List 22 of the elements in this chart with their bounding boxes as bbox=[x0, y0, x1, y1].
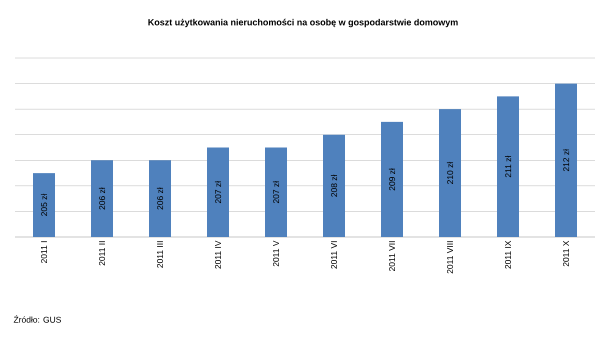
x-tick-label: 2011 VII bbox=[389, 241, 395, 272]
x-tick-label: 2011 V bbox=[273, 240, 279, 266]
data-label: 207 zł bbox=[272, 181, 280, 204]
x-tick-label: 2011 I bbox=[41, 241, 47, 264]
x-tick-label: 2011 IX bbox=[505, 240, 511, 269]
text: Źródło: GUS bbox=[14, 315, 61, 323]
x-tick-label: 2011 II bbox=[99, 241, 105, 266]
data-label: 210 zł bbox=[446, 162, 454, 184]
x-tick-label: 2011 X bbox=[563, 240, 569, 266]
x-tick-label: 2011 III bbox=[157, 241, 163, 268]
data-label: 209 zł bbox=[388, 168, 396, 190]
data-label: 206 zł bbox=[156, 187, 164, 210]
data-label: 207 zł bbox=[214, 181, 222, 204]
x-tick-label: 2011 VI bbox=[331, 241, 337, 269]
x-tick-label: 2011 IV bbox=[215, 240, 221, 269]
data-label: 212 zł bbox=[562, 149, 570, 172]
data-label: 208 zł bbox=[330, 174, 338, 197]
data-label: 211 zł bbox=[504, 156, 512, 178]
data-label: 206 zł bbox=[98, 187, 106, 210]
x-tick-label: 2011 VIII bbox=[447, 241, 453, 274]
chart-title: Koszt użytkowania nieruchomości na osobę w gospodarstwie domowym bbox=[148, 18, 458, 28]
data-label: 205 zł bbox=[40, 194, 48, 216]
